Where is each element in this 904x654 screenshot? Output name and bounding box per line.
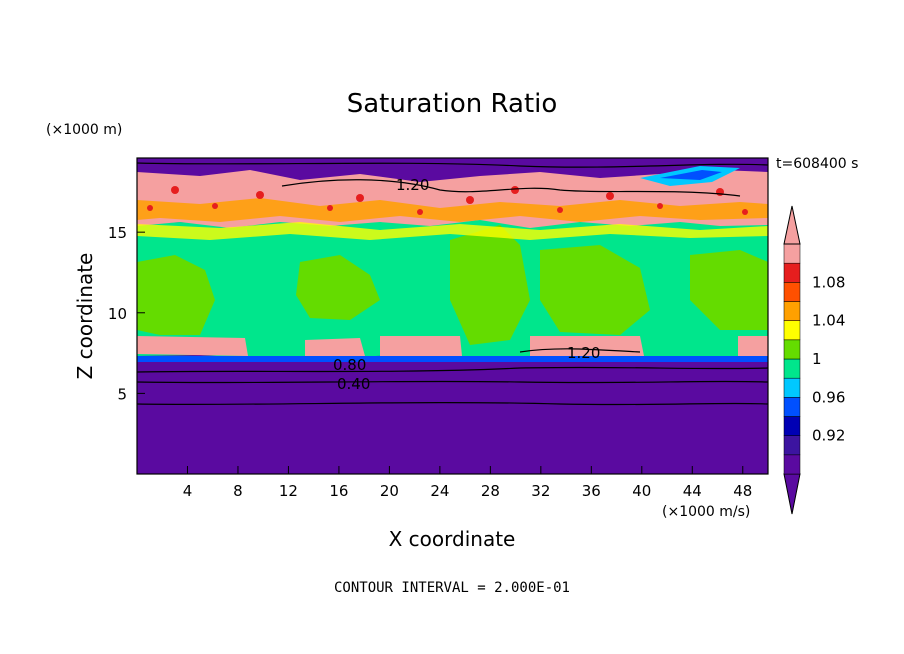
field-layers xyxy=(137,158,768,474)
x-tick-label: 16 xyxy=(329,482,348,500)
colorbar-swatch xyxy=(783,301,801,321)
contour-label: 1.20 xyxy=(396,176,429,194)
colorbar-labels: 1.08 1.04 1 0.96 0.92 xyxy=(812,273,845,444)
colorbar xyxy=(783,205,801,515)
field-yellow-band xyxy=(137,222,768,240)
colorbar-swatch xyxy=(783,435,801,456)
colorbar-swatch xyxy=(783,282,801,302)
plot-frame xyxy=(136,157,769,475)
field-orange-band xyxy=(137,198,768,222)
x-axis-ticks: 4 8 12 16 20 24 28 32 36 40 44 48 xyxy=(183,466,752,500)
contour-label: 0.80 xyxy=(333,356,366,374)
y-axis-ticks: 5 10 15 xyxy=(108,224,145,403)
chart-title: Saturation Ratio xyxy=(347,89,558,119)
x-tick-label: 32 xyxy=(531,482,550,500)
x-tick-label: 36 xyxy=(582,482,601,500)
colorbar-low-arrow xyxy=(783,473,801,515)
footer-text: CONTOUR INTERVAL = 2.000E-01 xyxy=(334,580,570,596)
x-tick-label: 4 xyxy=(183,482,193,500)
colorbar-swatch xyxy=(783,339,801,360)
colorbar-high-arrow xyxy=(783,205,801,245)
colorbar-label: 0.96 xyxy=(812,388,845,406)
colorbar-swatch xyxy=(783,262,801,283)
field-lime-patch-2 xyxy=(296,255,380,320)
x-tick-label: 20 xyxy=(380,482,399,500)
contour-lines xyxy=(137,162,768,406)
x-tick-label: 48 xyxy=(733,482,752,500)
field-lime-patch-3 xyxy=(450,225,530,345)
colorbar-swatch xyxy=(783,243,801,264)
colorbar-swatch xyxy=(783,320,801,341)
colorbar-swatch xyxy=(783,416,801,436)
colorbar-swatch xyxy=(783,377,801,398)
field-lime-patch-4 xyxy=(540,245,650,335)
x-tick-label: 24 xyxy=(430,482,449,500)
x-axis-title: X coordinate xyxy=(389,527,516,551)
field-lower-pink xyxy=(137,336,768,356)
colorbar-label: 1.04 xyxy=(812,312,845,330)
x-tick-label: 40 xyxy=(632,482,651,500)
field-lower-purple xyxy=(137,362,768,474)
colorbar-label: 1 xyxy=(812,350,822,368)
colorbar-swatch xyxy=(783,358,801,379)
x-unit-label: (×1000 m/s) xyxy=(662,504,750,520)
x-tick-label: 28 xyxy=(481,482,500,500)
colorbar-swatch xyxy=(783,397,801,417)
x-tick-label: 8 xyxy=(233,482,243,500)
colorbar-label: 0.92 xyxy=(812,427,845,445)
y-tick-label: 15 xyxy=(108,224,127,242)
time-label: t=608400 s xyxy=(776,156,858,172)
x-tick-label: 44 xyxy=(683,482,702,500)
contour-label: 1.20 xyxy=(567,344,600,362)
field-blue-streak xyxy=(660,170,722,180)
y-axis-title: Z coordinate xyxy=(73,253,97,380)
y-tick-label: 10 xyxy=(108,305,127,323)
y-tick-label: 5 xyxy=(117,385,127,403)
contour-label: 0.40 xyxy=(337,375,370,393)
field-lime-patch-5 xyxy=(690,250,768,330)
y-unit-label: (×1000 m) xyxy=(46,122,122,138)
field-lime-patch-1 xyxy=(137,255,215,335)
x-tick-label: 12 xyxy=(279,482,298,500)
colorbar-swatch xyxy=(783,454,801,475)
colorbar-label: 1.08 xyxy=(812,273,845,291)
field-lower-blue-edge xyxy=(137,356,768,362)
